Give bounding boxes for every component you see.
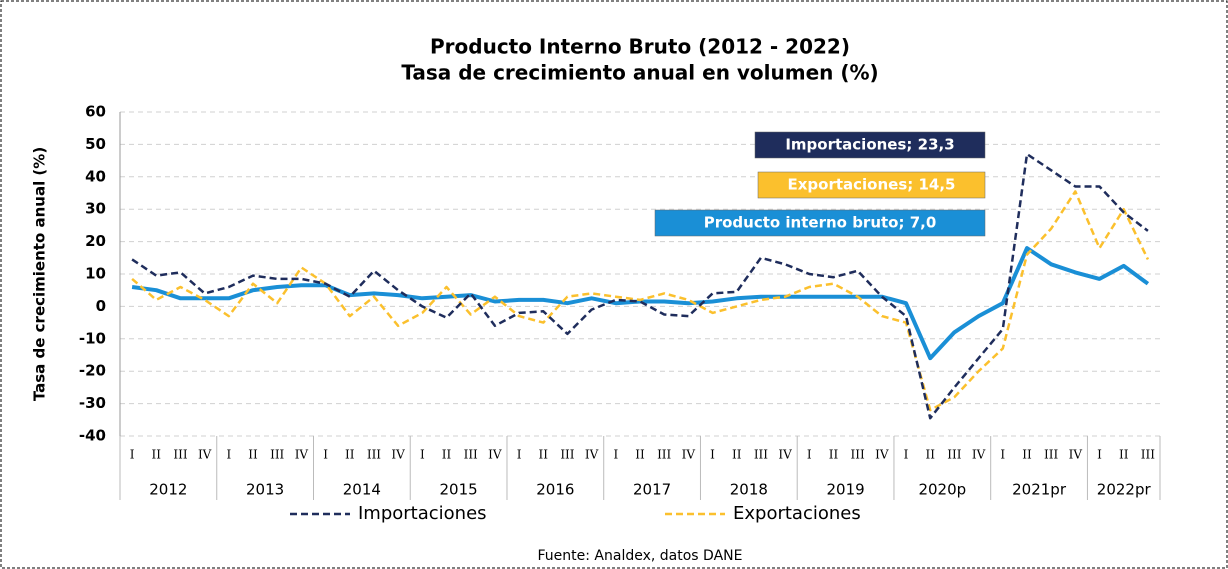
y-tick-label: 40 xyxy=(85,167,106,185)
x-tick-label: I xyxy=(1000,448,1005,462)
x-tick-label: III xyxy=(173,448,187,462)
annotation-box xyxy=(754,131,986,159)
x-tick-label: III xyxy=(464,448,478,462)
x-tick-label: I xyxy=(904,448,909,462)
x-tick-label: II xyxy=(248,448,258,462)
x-tick-label: I xyxy=(323,448,328,462)
annotation-text: Importaciones; 23,3 xyxy=(785,136,954,154)
y-tick-label: -40 xyxy=(79,427,106,445)
annotation-box xyxy=(757,171,986,199)
x-tick-label: I xyxy=(420,448,425,462)
x-tick-label: I xyxy=(613,448,618,462)
y-tick-label: 50 xyxy=(85,135,106,153)
x-tick-label: III xyxy=(947,448,961,462)
x-group-label: 2017 xyxy=(633,481,671,499)
x-tick-label: III xyxy=(270,448,284,462)
x-tick-label: II xyxy=(152,448,162,462)
x-tick-label: IV xyxy=(682,448,696,462)
chart-subtitle: Tasa de crecimiento anual en volumen (%) xyxy=(401,61,878,85)
x-group-label: 2015 xyxy=(440,481,478,499)
annotation-text: Exportaciones; 14,5 xyxy=(787,176,955,194)
x-group-label: 2012 xyxy=(149,481,187,499)
y-tick-label: -10 xyxy=(79,329,106,347)
annotation-text: Producto interno bruto; 7,0 xyxy=(704,214,937,232)
x-tick-label: IV xyxy=(295,448,309,462)
x-tick-label: IV xyxy=(972,448,986,462)
y-tick-label: -20 xyxy=(79,362,106,380)
y-tick-label: -30 xyxy=(79,394,106,412)
x-tick-label: II xyxy=(345,448,355,462)
x-tick-label: I xyxy=(710,448,715,462)
series-line xyxy=(131,152,1149,420)
source: Fuente: Analdex, datos DANE xyxy=(538,548,743,564)
y-tick-label: 60 xyxy=(85,103,106,121)
chart-title: Producto Interno Bruto (2012 - 2022) xyxy=(430,35,850,59)
x-tick-label: IV xyxy=(585,448,599,462)
x-tick-label: II xyxy=(539,448,549,462)
y-tick-label: 30 xyxy=(85,200,106,218)
x-tick-label: III xyxy=(851,448,865,462)
legend-label: Exportaciones xyxy=(733,503,861,524)
x-tick-label: IV xyxy=(875,448,889,462)
y-axis-label: Tasa de crecimiento anual (%) xyxy=(31,147,49,401)
x-tick-label: I xyxy=(130,448,135,462)
x-group-label: 2020p xyxy=(918,481,966,499)
x-group-label: 2013 xyxy=(246,481,284,499)
x-tick-label: III xyxy=(367,448,381,462)
x-tick-label: III xyxy=(754,448,768,462)
x-tick-label: I xyxy=(807,448,812,462)
y-tick-label: 20 xyxy=(85,232,106,250)
y-tick-label: 0 xyxy=(96,297,106,315)
x-group-label: 2021pr xyxy=(1012,481,1067,499)
x-tick-label: II xyxy=(1022,448,1032,462)
x-group-label: 2022pr xyxy=(1097,481,1152,499)
x-tick-label: III xyxy=(657,448,671,462)
x-tick-label: III xyxy=(1044,448,1058,462)
y-tick-label: 10 xyxy=(85,265,106,283)
x-tick-label: II xyxy=(635,448,645,462)
series-line xyxy=(131,246,1150,361)
x-tick-label: IV xyxy=(391,448,405,462)
x-tick-label: II xyxy=(442,448,452,462)
x-tick-label: II xyxy=(925,448,935,462)
x-tick-label: IV xyxy=(778,448,792,462)
x-tick-label: III xyxy=(560,448,574,462)
x-group-label: 2014 xyxy=(343,481,381,499)
x-group-label: 2016 xyxy=(536,481,574,499)
x-tick-label: II xyxy=(1119,448,1129,462)
x-group-label: 2018 xyxy=(730,481,768,499)
annotation-box xyxy=(654,209,986,237)
x-tick-label: IV xyxy=(488,448,502,462)
x-tick-label: III xyxy=(1141,448,1155,462)
x-tick-label: II xyxy=(732,448,742,462)
x-tick-label: IV xyxy=(198,448,212,462)
x-tick-label: IV xyxy=(1069,448,1083,462)
x-tick-label: I xyxy=(517,448,522,462)
x-tick-label: II xyxy=(829,448,839,462)
x-tick-label: I xyxy=(1097,448,1102,462)
x-group-label: 2019 xyxy=(826,481,864,499)
x-tick-label: I xyxy=(226,448,231,462)
legend-label: Importaciones xyxy=(358,503,487,524)
series-line xyxy=(131,190,1150,412)
